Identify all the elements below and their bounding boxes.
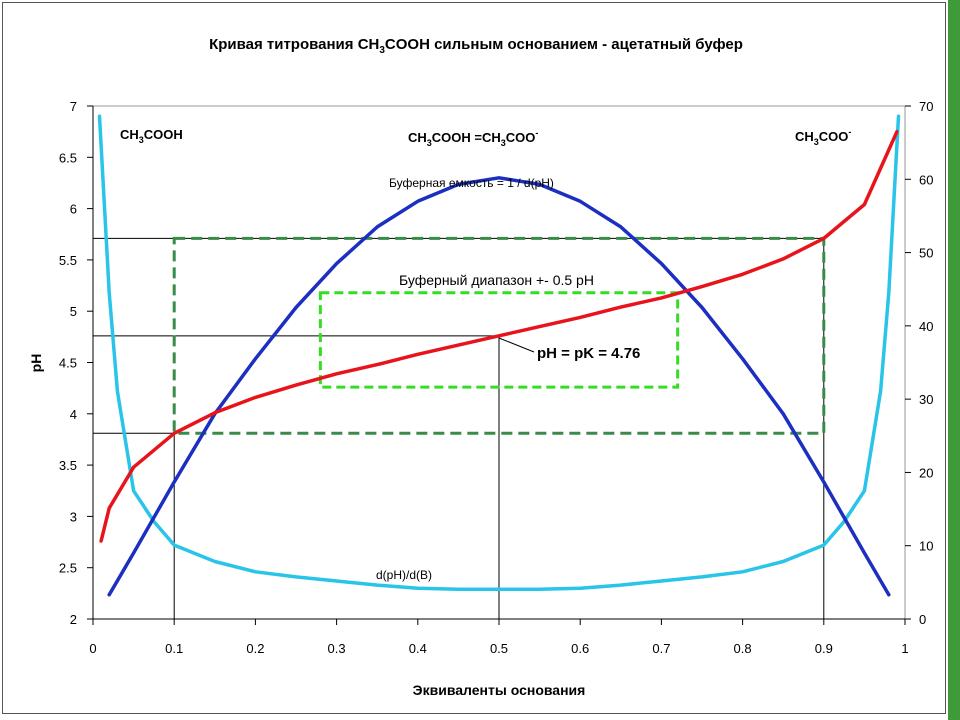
derivative-label: d(pH)/d(B) — [376, 568, 432, 582]
region-label-acetate: CH3COO- — [795, 127, 851, 147]
x-axis-ticks: 0 0.1 0.2 0.3 0.4 0.5 0.6 0.7 0.8 0.9 1 — [89, 619, 909, 656]
y-left-tick-label: 3 — [70, 509, 77, 524]
buffer-range-inner-box — [318, 291, 680, 389]
buffer-capacity-label: Буферная емкость = 1 / d(pH) — [389, 176, 554, 190]
x-tick-label: 0.1 — [165, 641, 183, 656]
x-tick-label: 0.7 — [652, 641, 670, 656]
y-left-tick-label: 4.5 — [59, 356, 77, 371]
x-tick-label: 1 — [901, 641, 908, 656]
y-axis-right-ticks: 0 10 20 30 40 50 60 70 — [905, 99, 933, 627]
y-left-tick-label: 6.5 — [59, 150, 77, 165]
y-left-tick-label: 5.5 — [59, 253, 77, 268]
region-label-acid: CH3COOH — [120, 127, 183, 145]
ph-titration-curve — [99, 129, 899, 543]
y-left-tick-label: 5 — [70, 304, 77, 319]
y-axis-left-ticks: 2 2.5 3 3.5 4 4.5 5 5.5 6 6.5 7 — [59, 99, 93, 627]
chart-frame — [2, 2, 946, 714]
y-right-tick-label: 70 — [919, 99, 933, 114]
y-right-tick-label: 10 — [919, 539, 933, 554]
y-left-tick-label: 4 — [70, 407, 77, 422]
x-tick-label: 0.5 — [490, 641, 508, 656]
y-right-tick-label: 50 — [919, 246, 933, 261]
x-tick-label: 0.2 — [246, 641, 264, 656]
reference-lines — [93, 237, 825, 619]
y-left-tick-label: 3.5 — [59, 458, 77, 473]
series-lines — [97, 114, 901, 597]
y-right-tick-label: 30 — [919, 392, 933, 407]
buffer-range-boxes — [172, 236, 826, 435]
x-axis-label: Эквиваленты основания — [413, 682, 586, 698]
y-left-tick-label: 6 — [70, 202, 77, 217]
y-right-tick-label: 20 — [919, 465, 933, 480]
chart-title: Кривая титрования CH3COOH сильным основа… — [209, 36, 743, 56]
region-label-buffer: CH3COOH =CH3COO- — [408, 128, 538, 148]
x-tick-label: 0.4 — [409, 641, 427, 656]
buffer-capacity-curve — [107, 176, 891, 597]
y-right-tick-label: 40 — [919, 319, 933, 334]
x-tick-label: 0 — [89, 641, 96, 656]
y-left-tick-label: 2.5 — [59, 561, 77, 576]
y-left-tick-label: 7 — [70, 99, 77, 114]
y-right-tick-label: 0 — [919, 612, 926, 627]
buffer-range-label: Буферный диапазон +- 0.5 pH — [399, 272, 594, 288]
x-tick-label: 0.3 — [328, 641, 346, 656]
x-tick-label: 0.6 — [571, 641, 589, 656]
y-axis-label: pH — [28, 354, 44, 373]
pk-label: pH = pK = 4.76 — [537, 345, 640, 362]
buffer-region-outer-box — [172, 236, 826, 435]
x-tick-label: 0.9 — [815, 641, 833, 656]
pk-label-leader — [498, 337, 535, 353]
x-tick-label: 0.8 — [734, 641, 752, 656]
y-left-tick-label: 2 — [70, 612, 77, 627]
y-right-tick-label: 60 — [919, 172, 933, 187]
right-edge-decoration — [948, 0, 960, 720]
derivative-curve — [97, 114, 901, 591]
